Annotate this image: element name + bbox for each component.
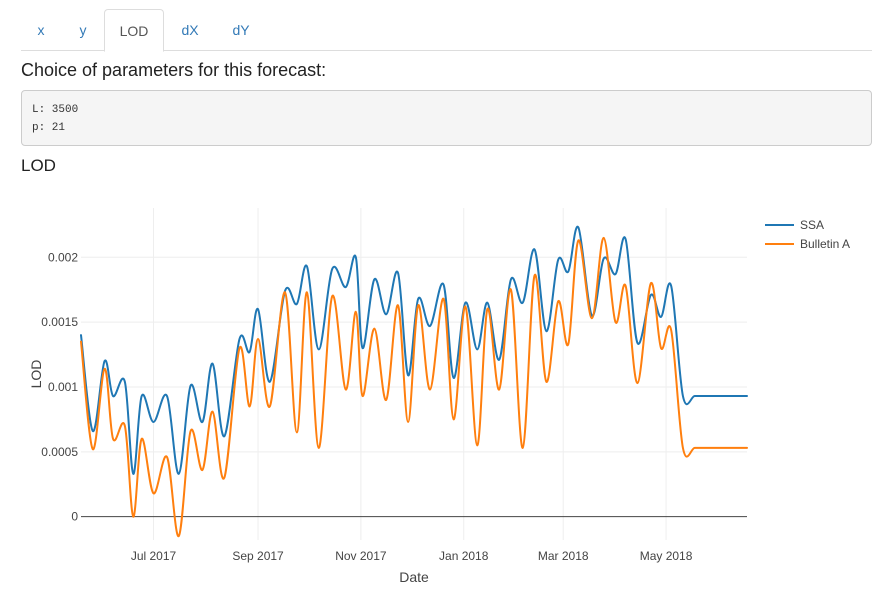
x-tick-label: Sep 2017 (232, 549, 284, 563)
param-line-l: L: 3500 (32, 104, 79, 116)
x-tick-label: Nov 2017 (335, 549, 387, 563)
tab-y[interactable]: y (79, 22, 87, 38)
y-tick-label: 0.002 (48, 250, 78, 264)
tab-dx[interactable]: dX (181, 22, 199, 38)
x-tick-label: Mar 2018 (538, 549, 589, 563)
series-line-bulletin-a (80, 236, 748, 538)
tab-bar: x y LOD dX dY (21, 9, 872, 52)
tab-dy[interactable]: dY (232, 22, 250, 38)
x-axis-title: Date (399, 569, 429, 585)
chart-section-title: LOD (21, 156, 56, 175)
x-tick-label: May 2018 (640, 549, 693, 563)
y-tick-label: 0.001 (48, 380, 78, 394)
legend-label: Bulletin A (800, 237, 850, 251)
parameters-box: L: 3500 p: 21 (21, 90, 872, 146)
param-line-p: p: 21 (32, 122, 66, 134)
y-tick-label: 0.0005 (41, 445, 78, 459)
legend-label: SSA (800, 218, 824, 232)
tab-x[interactable]: x (37, 22, 45, 38)
page-heading: Choice of parameters for this forecast: (21, 60, 327, 80)
y-tick-label: 0 (71, 510, 78, 524)
x-tick-label: Jul 2017 (131, 549, 177, 563)
y-axis-title: LOD (28, 360, 44, 389)
x-tick-label: Jan 2018 (439, 549, 489, 563)
y-tick-label: 0.0015 (41, 315, 78, 329)
series-line-ssa (80, 226, 748, 475)
tab-lod[interactable]: LOD (104, 9, 164, 52)
